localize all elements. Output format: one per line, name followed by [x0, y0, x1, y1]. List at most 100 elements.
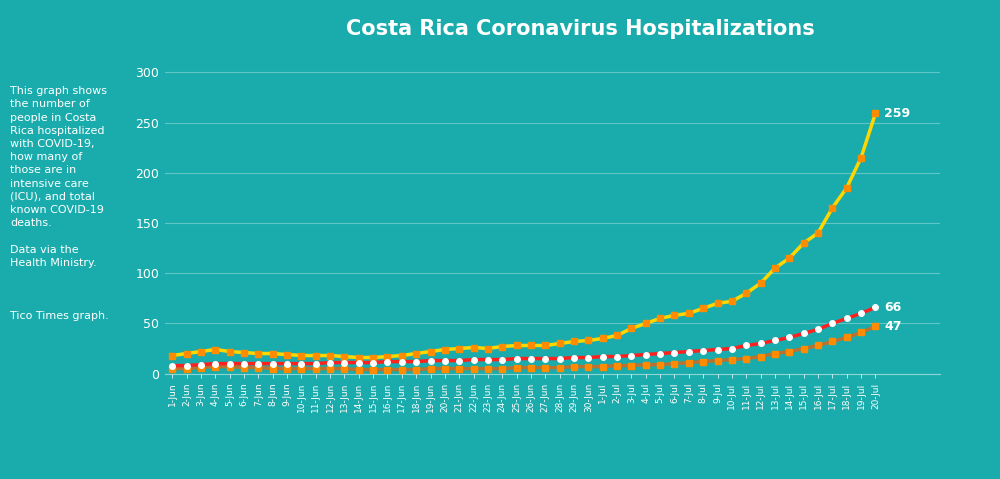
Currently hospitalized [166, 353, 178, 358]
Currently hospitalized [482, 346, 494, 352]
Currently hospitalized [625, 326, 637, 331]
Total Deaths [238, 361, 250, 366]
Curently in ICU [597, 364, 609, 369]
Total Deaths [554, 356, 566, 362]
Total Deaths [568, 354, 580, 360]
Currently hospitalized [324, 353, 336, 358]
Curently in ICU [568, 364, 580, 369]
Total Deaths [582, 354, 594, 360]
Total Deaths [410, 359, 422, 365]
Currently hospitalized [181, 351, 193, 356]
Currently hospitalized [281, 352, 293, 357]
Curently in ICU [855, 330, 867, 335]
Curently in ICU [381, 367, 393, 373]
Text: 66: 66 [884, 301, 901, 314]
Total Deaths [252, 361, 264, 366]
Curently in ICU [353, 367, 365, 373]
Total Deaths [525, 356, 537, 362]
Curently in ICU [712, 358, 724, 364]
Currently hospitalized [410, 351, 422, 356]
Currently hospitalized [496, 343, 508, 349]
Total Deaths [338, 360, 350, 365]
Total Deaths [683, 349, 695, 354]
Total Deaths [798, 331, 810, 336]
Curently in ICU [511, 365, 523, 370]
Currently hospitalized [310, 353, 322, 358]
Currently hospitalized [367, 354, 379, 360]
Currently hospitalized [712, 300, 724, 306]
Total Deaths [209, 361, 221, 366]
Total Deaths [381, 359, 393, 365]
Total Deaths [841, 316, 853, 321]
Total Deaths [367, 360, 379, 365]
Curently in ICU [496, 366, 508, 372]
Currently hospitalized [855, 155, 867, 160]
Currently hospitalized [252, 351, 264, 356]
Curently in ICU [453, 366, 465, 372]
Currently hospitalized [582, 338, 594, 343]
Currently hospitalized [525, 342, 537, 348]
Curently in ICU [295, 366, 307, 372]
Curently in ICU [338, 366, 350, 372]
Total Deaths [654, 351, 666, 356]
Curently in ICU [611, 363, 623, 368]
Curently in ICU [668, 361, 680, 366]
Curently in ICU [482, 366, 494, 372]
Currently hospitalized [683, 310, 695, 316]
Curently in ICU [267, 366, 279, 372]
Curently in ICU [683, 360, 695, 365]
Total Deaths [425, 358, 437, 364]
Total Deaths [697, 348, 709, 354]
Curently in ICU [783, 349, 795, 354]
Total Deaths [468, 357, 480, 363]
Currently hospitalized [869, 111, 881, 116]
Total Deaths [755, 341, 767, 346]
Text: 259: 259 [884, 107, 910, 120]
Curently in ICU [582, 364, 594, 369]
Currently hospitalized [826, 205, 838, 211]
Currently hospitalized [468, 344, 480, 350]
Total Deaths [224, 361, 236, 366]
Curently in ICU [654, 362, 666, 367]
Currently hospitalized [568, 339, 580, 344]
Curently in ICU [755, 354, 767, 359]
Total Deaths [439, 358, 451, 364]
Total Deaths [267, 361, 279, 366]
Curently in ICU [468, 366, 480, 372]
Total Deaths [712, 347, 724, 353]
Curently in ICU [826, 339, 838, 344]
Curently in ICU [539, 365, 551, 370]
Currently hospitalized [295, 353, 307, 358]
Curently in ICU [869, 323, 881, 329]
Total Deaths [453, 358, 465, 364]
Curently in ICU [697, 359, 709, 365]
Curently in ICU [726, 357, 738, 363]
Total Deaths [740, 342, 752, 348]
Currently hospitalized [539, 342, 551, 348]
Total Deaths [869, 305, 881, 310]
Currently hospitalized [381, 354, 393, 359]
Total Deaths [855, 310, 867, 316]
Currently hospitalized [353, 354, 365, 360]
Text: 47: 47 [884, 320, 902, 333]
Currently hospitalized [740, 290, 752, 296]
Total Deaths [281, 361, 293, 366]
Total Deaths [181, 363, 193, 368]
Curently in ICU [224, 364, 236, 369]
Curently in ICU [640, 362, 652, 367]
Currently hospitalized [654, 316, 666, 321]
Curently in ICU [798, 346, 810, 352]
Currently hospitalized [195, 349, 207, 354]
Currently hospitalized [769, 265, 781, 271]
Currently hospitalized [640, 320, 652, 326]
Currently hospitalized [511, 342, 523, 348]
Curently in ICU [281, 366, 293, 372]
Currently hospitalized [238, 350, 250, 355]
Currently hospitalized [783, 255, 795, 261]
Currently hospitalized [798, 240, 810, 246]
Total Deaths [482, 357, 494, 363]
Currently hospitalized [611, 332, 623, 338]
Total Deaths [496, 357, 508, 363]
Total Deaths [324, 360, 336, 365]
Total Deaths [597, 354, 609, 359]
